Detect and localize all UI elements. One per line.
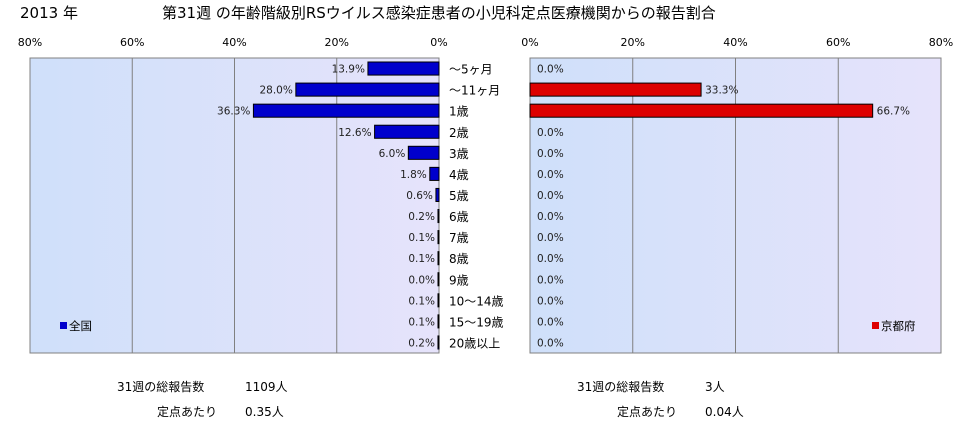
age-category-label: 9歳: [449, 273, 469, 287]
age-category-label: 5歳: [449, 189, 469, 203]
year-label: 2013 年: [20, 4, 78, 22]
age-category-label: 1歳: [449, 105, 469, 119]
national-bar: [437, 293, 440, 308]
national-bar: [437, 314, 440, 329]
kyoto-data-label: 0.0%: [537, 190, 564, 202]
kyoto-legend-label: 京都府: [881, 319, 916, 333]
national-data-label: 1.8%: [400, 169, 427, 181]
kyoto-data-label: 33.3%: [705, 85, 738, 97]
national-tick-label: 80%: [18, 36, 42, 49]
age-category-label: 7歳: [449, 231, 469, 245]
national-total-label: 31週の総報告数: [117, 380, 205, 394]
kyoto-data-label: 66.7%: [877, 106, 910, 118]
national-bar: [437, 272, 440, 287]
national-data-label: 0.1%: [408, 295, 435, 307]
kyoto-data-label: 0.0%: [537, 337, 564, 349]
kyoto-data-label: 0.0%: [537, 274, 564, 286]
national-bar: [374, 124, 440, 139]
national-bar: [437, 251, 440, 266]
kyoto-tick-label: 60%: [826, 36, 850, 49]
kyoto-tick-label: 80%: [929, 36, 953, 49]
national-data-label: 12.6%: [338, 127, 371, 139]
national-tick-label: 60%: [120, 36, 144, 49]
national-data-label: 28.0%: [259, 85, 292, 97]
national-data-label: 13.9%: [332, 64, 365, 76]
national-bar: [295, 82, 440, 97]
kyoto-per-site-value: 0.04人: [705, 405, 744, 419]
kyoto-data-label: 0.0%: [537, 64, 564, 76]
age-category-label: 4歳: [449, 168, 469, 182]
age-category-label: 8歳: [449, 252, 469, 266]
national-legend-label: 全国: [69, 319, 92, 333]
national-data-label: 0.2%: [408, 337, 435, 349]
kyoto-legend-swatch: [872, 322, 879, 329]
kyoto-total-value: 3人: [705, 380, 725, 394]
national-bar: [437, 335, 440, 350]
kyoto-bar: [529, 82, 702, 97]
kyoto-data-label: 0.0%: [537, 169, 564, 181]
kyoto-total-label: 31週の総報告数: [577, 380, 665, 394]
national-data-label: 6.0%: [379, 148, 406, 160]
national-tick-label: 40%: [222, 36, 246, 49]
kyoto-data-label: 0.0%: [537, 232, 564, 244]
national-bar: [437, 230, 440, 245]
kyoto-data-label: 0.0%: [537, 295, 564, 307]
national-bar: [252, 103, 440, 118]
national-per-site-label: 定点あたり: [157, 405, 218, 419]
national-bar: [429, 166, 440, 181]
national-bar: [407, 145, 440, 160]
national-data-label: 0.1%: [408, 316, 435, 328]
kyoto-bar: [529, 103, 874, 118]
kyoto-tick-label: 0%: [521, 36, 538, 49]
age-category-label: 2歳: [449, 126, 469, 140]
national-data-label: 0.0%: [408, 274, 435, 286]
national-data-label: 0.1%: [408, 232, 435, 244]
national-tick-label: 0%: [430, 36, 447, 49]
age-category-label: ～11ヶ月: [449, 84, 500, 98]
national-bar: [437, 209, 440, 224]
chart-title: 第31週 の年齢階級別RSウイルス感染症患者の小児科定点医療機関からの報告割合: [162, 4, 716, 22]
kyoto-tick-label: 20%: [621, 36, 645, 49]
kyoto-data-label: 0.0%: [537, 316, 564, 328]
national-data-label: 0.6%: [406, 190, 433, 202]
national-data-label: 0.2%: [408, 211, 435, 223]
age-category-label: 3歳: [449, 147, 469, 161]
national-per-site-value: 0.35人: [245, 405, 284, 419]
age-category-label: 6歳: [449, 210, 469, 224]
kyoto-data-label: 0.0%: [537, 211, 564, 223]
national-data-label: 36.3%: [217, 106, 250, 118]
kyoto-per-site-label: 定点あたり: [617, 405, 678, 419]
kyoto-data-label: 0.0%: [537, 253, 564, 265]
age-distribution-chart: 80% 0% 60% 20% 40% 40% 20% 60% 0% 80% 全国 京都府 13.9% 0…: [18, 36, 953, 354]
age-category-label: ～5ヶ月: [449, 63, 493, 77]
kyoto-data-label: 0.0%: [537, 148, 564, 160]
age-category-label: 15～19歳: [449, 315, 504, 329]
national-data-label: 0.1%: [408, 253, 435, 265]
national-bar: [435, 187, 440, 202]
national-tick-label: 20%: [325, 36, 349, 49]
national-legend-swatch: [60, 322, 67, 329]
age-category-label: 20歳以上: [449, 336, 500, 350]
kyoto-tick-label: 40%: [723, 36, 747, 49]
national-total-value: 1109人: [245, 380, 288, 394]
national-bar: [367, 61, 440, 76]
kyoto-data-label: 0.0%: [537, 127, 564, 139]
age-category-label: 10～14歳: [449, 294, 504, 308]
